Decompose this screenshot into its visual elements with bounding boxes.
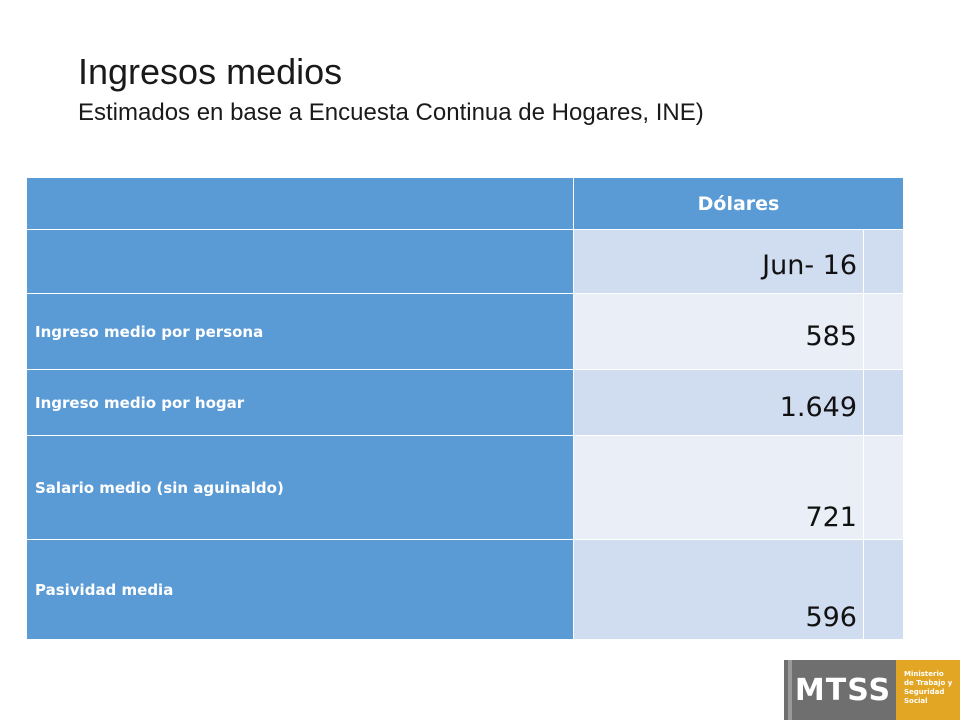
table-period-row: Jun- 16 <box>26 229 905 294</box>
row-value: 596 <box>573 539 864 640</box>
row-label: Pasividad media <box>26 539 574 640</box>
table-row: Ingreso medio por persona 585 <box>26 293 905 370</box>
logo-line: de Trabajo y <box>904 679 953 687</box>
income-table: Dólares Jun- 16 Ingreso medio por person… <box>26 177 905 640</box>
row-extra-cell <box>862 293 905 370</box>
table-row: Salario medio (sin aguinaldo) 721 <box>26 435 905 540</box>
row-value: 721 <box>573 435 864 540</box>
logo-mark: MTSS <box>784 660 896 720</box>
period-extra-cell <box>862 229 905 294</box>
header-currency: Dólares <box>572 177 905 230</box>
logo-acronym: MTSS <box>794 672 892 708</box>
logo-ministry-name: Ministerio de Trabajo y Seguridad Social <box>896 660 960 720</box>
logo-line: Seguridad <box>904 688 945 696</box>
row-label: Ingreso medio por hogar <box>26 369 574 436</box>
row-extra-cell <box>862 435 905 540</box>
period-value: Jun- 16 <box>573 229 864 294</box>
row-value: 1.649 <box>573 369 864 436</box>
mtss-logo: MTSS Ministerio de Trabajo y Seguridad S… <box>784 660 960 720</box>
row-extra-cell <box>862 539 905 640</box>
period-label-cell <box>26 229 574 294</box>
logo-line: Ministerio <box>904 670 944 678</box>
logo-line: Social <box>904 697 928 705</box>
table-header-row: Dólares <box>26 177 905 230</box>
table-row: Ingreso medio por hogar 1.649 <box>26 369 905 436</box>
header-empty-cell <box>26 177 574 230</box>
slide-subtitle: Estimados en base a Encuesta Continua de… <box>78 99 704 126</box>
row-value: 585 <box>573 293 864 370</box>
row-label: Salario medio (sin aguinaldo) <box>26 435 574 540</box>
slide-title: Ingresos medios <box>78 51 343 92</box>
row-extra-cell <box>862 369 905 436</box>
row-label: Ingreso medio por persona <box>26 293 574 370</box>
table-row: Pasividad media 596 <box>26 539 905 640</box>
